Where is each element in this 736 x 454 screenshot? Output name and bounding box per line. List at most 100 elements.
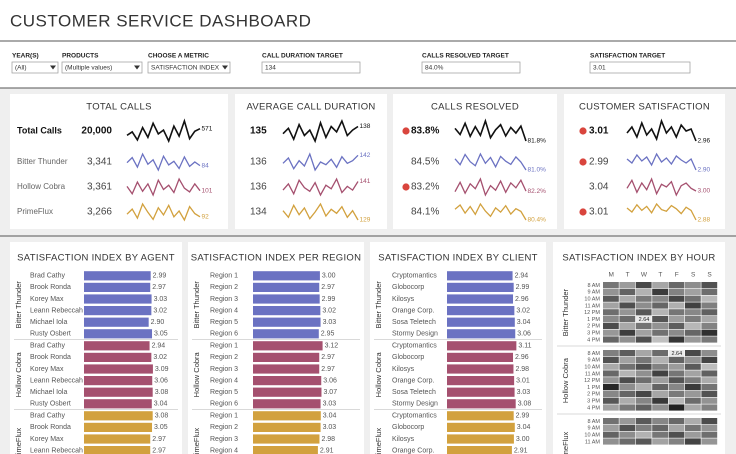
heatmap-cell	[652, 309, 668, 316]
hour-label: 2 PM	[587, 324, 600, 330]
hour-label: 11 AM	[585, 303, 601, 309]
heatmap-cell	[603, 356, 619, 363]
bar-value-label: 2.97	[321, 366, 335, 373]
bar-category-label: Region 6	[210, 331, 238, 338]
bar-category-label: Region 3	[210, 296, 238, 303]
bar-category-label: Orange Corp.	[392, 377, 434, 384]
bar	[447, 399, 516, 409]
bar	[253, 341, 323, 351]
heatmap-cell	[652, 295, 668, 302]
hour-label: 8 AM	[587, 351, 600, 357]
filter-box[interactable]	[61, 61, 143, 74]
bar-category-label: Globocorp	[392, 284, 424, 291]
heatmap-cell	[701, 302, 718, 309]
bar-value-label: 2.97	[152, 447, 166, 454]
sparkline	[626, 177, 697, 197]
group-label: PrimeFlux	[374, 428, 383, 454]
heatmap-cell	[685, 377, 701, 384]
hour-label: 11 AM	[585, 371, 601, 377]
kpi-title: CUSTOMER SATISFACTION	[579, 102, 710, 113]
heatmap-cell	[619, 363, 636, 370]
bar	[447, 294, 514, 304]
bar-category-label: Leann Rebeccah	[30, 447, 83, 454]
heatmap-cell	[619, 431, 636, 438]
heatmap-cell	[652, 390, 668, 397]
heatmap-cell	[652, 431, 668, 438]
bar	[84, 317, 149, 327]
bar-value-label: 2.96	[515, 296, 529, 303]
bar-value-label: 3.06	[154, 377, 168, 384]
sparkline	[626, 202, 697, 221]
bar-category-label: Globocorp	[392, 424, 424, 431]
bar	[447, 434, 514, 444]
filter-box[interactable]	[589, 61, 691, 74]
bar-value-label: 2.97	[321, 284, 335, 291]
bar	[447, 341, 517, 351]
heatmap-cell	[685, 384, 701, 391]
hour-label: 10 AM	[584, 296, 600, 302]
heatmap-cell	[652, 363, 668, 370]
heatmap-cell	[685, 397, 701, 404]
bar	[253, 434, 320, 444]
sparkline	[626, 118, 697, 142]
heatmap-cell	[701, 282, 718, 289]
heatmap-cell	[619, 329, 636, 336]
heatmap-cell	[635, 377, 652, 384]
heatmap-cell	[685, 350, 701, 357]
kpi-value: 84.5%	[411, 157, 439, 168]
group-label: Bitter Thunder	[561, 288, 570, 336]
bar	[84, 399, 152, 409]
filter-value: 84.0%	[425, 65, 444, 72]
bar	[447, 376, 515, 386]
bar-category-label: Cryptomantics	[392, 413, 437, 420]
dashboard-title: CUSTOMER SERVICE DASHBOARD	[10, 11, 311, 30]
bar	[447, 352, 514, 362]
day-label: T	[658, 272, 662, 279]
bar	[253, 294, 320, 304]
heatmap-cell	[619, 438, 636, 445]
alert-dot	[579, 158, 587, 166]
bar-category-label: Kilosys	[392, 436, 415, 443]
bar-value-label: 2.99	[322, 296, 336, 303]
heatmap-cell	[603, 309, 619, 316]
hour-label: 8 AM	[587, 283, 600, 289]
filter-box[interactable]	[147, 61, 231, 74]
heatmap-cell	[619, 336, 636, 343]
heatmap-cell	[668, 336, 685, 343]
bar-value-label: 3.03	[517, 389, 531, 396]
heatmap-cell	[701, 377, 718, 384]
heatmap-cell	[701, 418, 718, 425]
heatmap-cell	[668, 316, 685, 323]
filter-box[interactable]	[261, 61, 361, 74]
bar	[253, 399, 321, 409]
heatmap-cell	[652, 370, 668, 377]
bar	[253, 329, 319, 339]
bar	[253, 411, 321, 421]
bar-value-label: 3.06	[517, 331, 531, 338]
heatmap-cell	[652, 282, 668, 289]
filter-label: CHOOSE A METRIC	[148, 53, 209, 60]
content: YEAR(S) (All) PRODUCTS (Multiple values) CHO…	[10, 53, 725, 454]
filter-value: 3.01	[593, 65, 606, 72]
bar	[84, 446, 151, 454]
bar	[253, 376, 322, 386]
bar-value-label: 2.94	[152, 343, 166, 350]
day-label: T	[626, 272, 630, 279]
bar-category-label: Region 1	[210, 343, 238, 350]
alert-dot	[579, 208, 587, 216]
heatmap-cell	[603, 418, 619, 425]
sparkline-end-label: 141	[360, 178, 371, 185]
bar	[447, 282, 514, 292]
dropdown-arrow	[134, 65, 140, 70]
bar-category-label: Stormy Design	[392, 331, 438, 338]
bar-value-label: 2.97	[152, 436, 166, 443]
filter-box[interactable]	[421, 61, 521, 74]
filter-box[interactable]	[11, 61, 59, 74]
bar-category-label: Orange Corp.	[392, 307, 434, 314]
heatmap-cell	[652, 350, 668, 357]
heatmap-cell	[635, 302, 652, 309]
sparkline	[454, 118, 527, 142]
bar-category-label: Region 5	[210, 319, 238, 326]
heatmap-cell	[635, 309, 652, 316]
bar	[253, 352, 320, 362]
